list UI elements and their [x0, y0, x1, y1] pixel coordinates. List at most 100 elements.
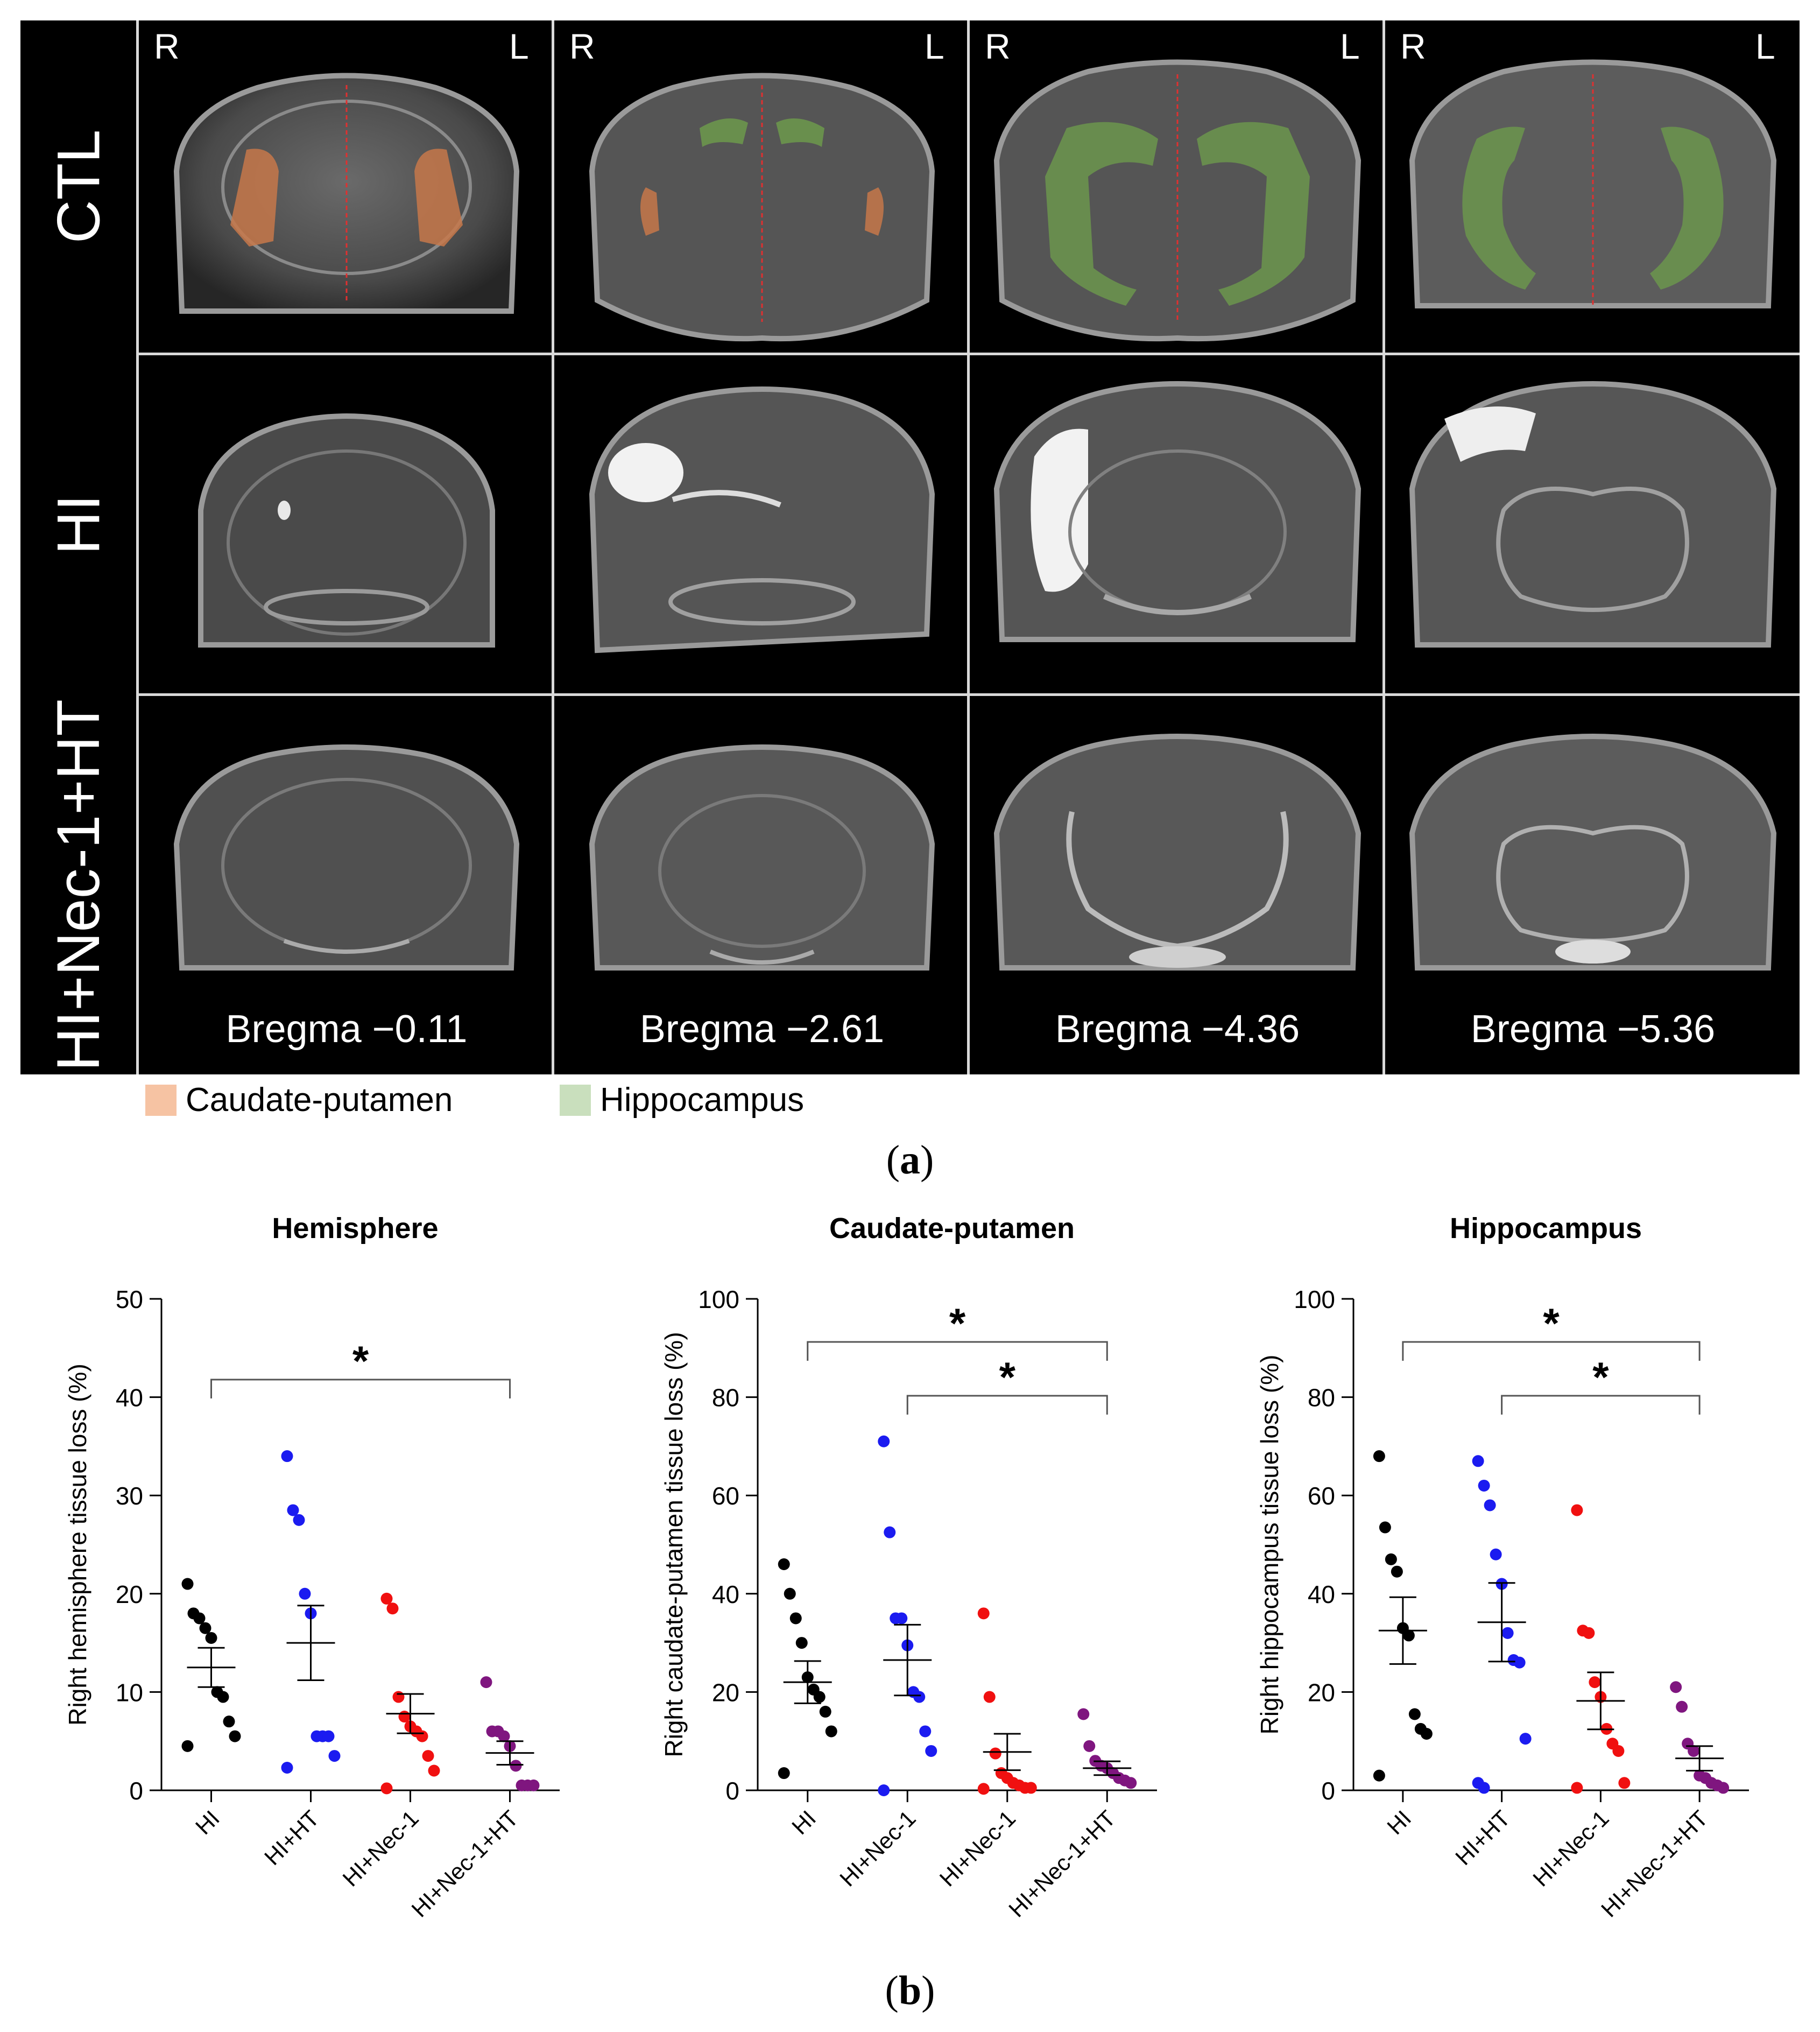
bregma-label: Bregma −5.36	[1470, 1008, 1716, 1051]
paren-close: )	[921, 1968, 935, 2013]
orientation-left: L	[509, 26, 529, 66]
y-tick-label: 100	[698, 1285, 739, 1313]
data-point	[1670, 1681, 1682, 1693]
orientation-left: L	[1340, 26, 1360, 66]
orientation-right: R	[1400, 26, 1426, 66]
x-tick-label: HI	[787, 1805, 821, 1839]
y-tick-label: 60	[1308, 1482, 1335, 1510]
paren-close: )	[920, 1137, 934, 1183]
y-tick-label: 50	[116, 1285, 143, 1313]
y-tick-label: 40	[116, 1384, 143, 1412]
data-point	[778, 1767, 790, 1780]
panel-letter: a	[900, 1137, 920, 1183]
x-tick-label: HI+Nec-1	[1528, 1805, 1613, 1891]
y-tick-label: 30	[116, 1482, 143, 1510]
x-tick-label: HI+Nec-1	[935, 1805, 1020, 1891]
data-point	[1490, 1548, 1502, 1560]
row-label-text: HI+Nec-1+HT	[45, 699, 112, 1071]
grid-line	[136, 20, 139, 1074]
data-point	[1612, 1745, 1625, 1757]
mri-slice-ctl-4	[1409, 59, 1777, 308]
mri-panel: CTL HI HI+Nec-1+HT R L R L R L R L	[20, 20, 1800, 1074]
y-tick-label: 60	[712, 1482, 739, 1510]
data-point	[884, 1526, 896, 1538]
data-point	[919, 1725, 932, 1738]
y-tick-label: 80	[1308, 1384, 1335, 1412]
x-tick-label: HI+Nec-1	[337, 1805, 423, 1891]
significance-bracket	[807, 1341, 1108, 1361]
grid-line	[136, 353, 1800, 355]
orientation-right: R	[154, 26, 180, 66]
data-point	[1618, 1777, 1631, 1789]
row-label-hi: HI	[20, 355, 136, 693]
data-point	[1408, 1708, 1421, 1720]
x-tick-label: HI+HT	[1450, 1805, 1515, 1870]
data-point	[1385, 1553, 1397, 1565]
data-point	[328, 1750, 341, 1762]
data-point	[913, 1691, 926, 1703]
y-tick-label: 20	[116, 1580, 143, 1608]
data-point	[1676, 1700, 1688, 1713]
mri-slice-hi-4	[1409, 381, 1777, 648]
data-point	[428, 1764, 440, 1777]
row-label-text: HI	[45, 494, 112, 554]
legend-label-caudate: Caudate-putamen	[186, 1081, 453, 1119]
legend-label-hippocampus: Hippocampus	[600, 1081, 805, 1119]
y-tick-label: 0	[129, 1777, 143, 1805]
data-point	[1025, 1782, 1037, 1794]
data-point	[380, 1592, 393, 1605]
mri-slice-hi-nec1-ht-3	[993, 734, 1362, 971]
data-point	[398, 1711, 411, 1723]
data-point	[281, 1450, 293, 1463]
significance-star: *	[1543, 1299, 1560, 1347]
data-point	[416, 1730, 428, 1742]
data-point	[287, 1504, 299, 1516]
paren-open: (	[885, 1968, 899, 2013]
x-tick-label: HI+Nec-1+HT	[1004, 1805, 1120, 1922]
grid-line	[967, 20, 970, 1074]
data-point	[1402, 1629, 1415, 1642]
chart-caudate-putamen: Caudate-putamen 0 20 40 60 80 100 Right caudate…	[660, 1212, 1157, 1922]
x-tick-label: HI+Nec-1+HT	[406, 1805, 523, 1922]
data-point	[1472, 1455, 1484, 1467]
grid-line	[1382, 20, 1385, 1074]
data-point	[1519, 1733, 1532, 1745]
x-tick-label: HI	[191, 1805, 224, 1839]
significance-star: *	[1592, 1353, 1609, 1401]
y-axis-label: Right hippocampus tissue loss (%)	[1255, 1355, 1283, 1735]
x-tick-label: HI+Nec-1	[835, 1805, 920, 1891]
data-point	[527, 1779, 540, 1791]
data-point	[380, 1782, 393, 1795]
significance-star: *	[949, 1299, 966, 1347]
significance-bracket	[1501, 1395, 1701, 1415]
y-tick-label: 40	[1308, 1580, 1335, 1608]
data-point	[193, 1612, 206, 1625]
data-point	[1478, 1782, 1490, 1794]
legend-swatch-caudate	[145, 1085, 177, 1116]
data-point	[1484, 1499, 1496, 1511]
data-point	[1501, 1627, 1514, 1639]
data-point	[281, 1762, 293, 1774]
data-point	[1513, 1656, 1526, 1669]
data-point	[1373, 1450, 1385, 1463]
significance-bracket	[210, 1379, 511, 1398]
data-point	[1717, 1782, 1730, 1794]
orientation-left: L	[925, 26, 944, 66]
orientation-right: R	[569, 26, 595, 66]
mri-slice-ctl-1	[173, 73, 520, 314]
mri-slice-hi-nec1-ht-1	[173, 744, 520, 971]
significance-bracket	[1402, 1341, 1701, 1361]
orientation-right: R	[985, 26, 1011, 66]
y-tick-label: 0	[725, 1777, 739, 1805]
charts-panel: Hemisphere 0 10 20 30 40 50 Right hemisphere ti…	[64, 1212, 1749, 1922]
y-tick-label: 80	[712, 1384, 739, 1412]
y-tick-label: 100	[1294, 1285, 1335, 1313]
panel-letter: b	[898, 1968, 922, 2013]
y-tick-label: 40	[712, 1580, 739, 1608]
data-point	[983, 1691, 996, 1703]
x-tick-label: HI	[1382, 1805, 1416, 1839]
chart-title: Hemisphere	[272, 1212, 438, 1244]
data-point	[229, 1730, 241, 1742]
row-label-hi-nec1-ht: HI+Nec-1+HT	[20, 696, 136, 1074]
chart-title: Hippocampus	[1450, 1212, 1642, 1244]
